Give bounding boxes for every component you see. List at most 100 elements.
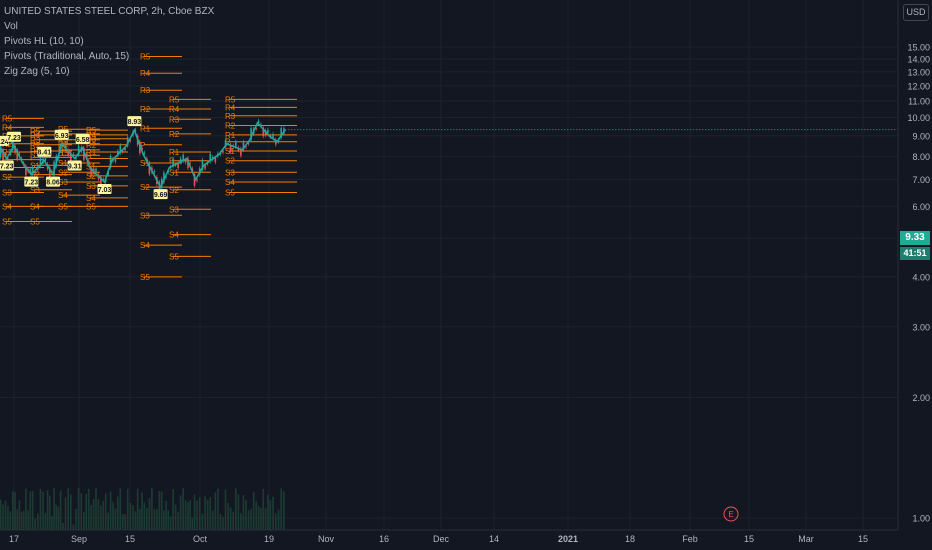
volume-bar: [124, 514, 126, 530]
indicator-zigzag[interactable]: Zig Zag (5, 10): [4, 66, 70, 77]
volume-bar: [90, 505, 92, 530]
indicator-vol[interactable]: Vol: [4, 21, 18, 32]
pivot-label: R4: [86, 131, 97, 140]
chart-grid: [0, 0, 898, 530]
volume-bars: [0, 488, 285, 530]
candle-body: [250, 128, 252, 140]
candle-body: [134, 130, 137, 131]
x-tick-label: Sep: [71, 534, 87, 544]
candle-body: [20, 158, 23, 160]
candle-body: [18, 154, 21, 155]
pivot-label: S4: [169, 231, 179, 240]
pivot-label: R3: [30, 136, 41, 145]
candle-body: [274, 139, 277, 145]
candle-body: [102, 179, 105, 180]
pivot-label: R4: [140, 69, 151, 78]
pivot-label: S3: [140, 211, 150, 220]
pivot-label: S4: [58, 191, 68, 200]
candle-body: [280, 128, 283, 138]
volume-bar: [75, 508, 77, 530]
volume-bar: [134, 511, 137, 530]
swing-label: 7.23: [25, 180, 39, 187]
candle-body: [260, 124, 262, 126]
volume-bar: [18, 500, 21, 530]
swing-label-box: [0, 160, 14, 171]
candle-body: [44, 158, 47, 161]
volume-bar: [11, 491, 14, 530]
y-tick-label: 15.00: [907, 43, 930, 53]
swing-label-box: [127, 116, 142, 127]
pivot-label: S5: [58, 202, 68, 211]
pivot-label: R5: [86, 126, 97, 135]
currency-button[interactable]: USD: [903, 4, 929, 21]
swing-label: 7.23: [0, 164, 14, 171]
y-tick-label: 3.00: [912, 322, 930, 332]
volume-bar: [219, 514, 222, 530]
pivot-label: P: [2, 156, 7, 165]
volume-bar: [191, 517, 194, 530]
indicator-pivots[interactable]: Pivots (Traditional, Auto, 15): [4, 51, 130, 62]
volume-bar: [214, 492, 217, 530]
swing-label: 6.93: [55, 133, 69, 140]
volume-bar: [72, 524, 75, 530]
volume-bar: [169, 516, 172, 530]
earnings-marker[interactable]: E: [723, 506, 739, 522]
volume-bar: [0, 499, 2, 530]
swing-label: 7.03: [98, 187, 112, 194]
pivot-label: R2: [169, 130, 180, 139]
volume-bar: [217, 488, 219, 530]
symbol-title[interactable]: UNITED STATES STEEL CORP, 2h, Cboe BZX: [4, 6, 215, 17]
candle-body: [148, 162, 151, 174]
swing-label-box: [67, 160, 82, 171]
candle-body: [245, 146, 247, 148]
volume-bar: [100, 505, 102, 530]
volume-bar: [234, 488, 237, 530]
pivot-label: S3: [225, 168, 235, 177]
time-axis[interactable]: 17 Sep 15 Oct 19 Nov 16 Dec 14 2021 18 Feb 15 Mar 15: [0, 529, 898, 544]
volume-bar: [143, 502, 146, 530]
candle-body: [227, 143, 229, 144]
indicator-pivots-hl[interactable]: Pivots HL (10, 10): [4, 36, 84, 47]
candle-body: [34, 171, 37, 174]
pivot-label: P: [140, 141, 145, 150]
volume-bar: [255, 501, 258, 530]
candle-body: [247, 143, 250, 144]
x-tick-label: Dec: [433, 534, 450, 544]
candle-body: [117, 151, 119, 156]
pivot-label: R1: [86, 148, 97, 157]
volume-bar: [206, 500, 209, 530]
y-tick-label: 10.00: [907, 113, 930, 123]
candle-body: [224, 140, 227, 148]
swing-label: 9.69: [154, 192, 168, 199]
earnings-icon[interactable]: [723, 506, 739, 522]
candle-body: [163, 172, 165, 183]
volume-bar: [109, 491, 112, 530]
candle-body: [179, 158, 182, 163]
volume-bar: [80, 493, 83, 530]
pivot-label: P: [225, 138, 230, 147]
pivot-label: S4: [30, 202, 40, 211]
volume-bar: [132, 504, 134, 530]
x-tick-label: Oct: [193, 534, 208, 544]
candle-body: [182, 154, 184, 162]
pivot-label: R3: [86, 135, 97, 144]
candle-body: [242, 141, 245, 150]
candle-body: [39, 158, 42, 167]
pivot-label: R3: [58, 136, 69, 145]
candle-body: [31, 167, 34, 175]
candle-body: [240, 148, 242, 156]
volume-bar: [247, 510, 250, 530]
volume-bar: [39, 488, 42, 530]
y-tick-label: 9.00: [912, 131, 930, 141]
volume-bar: [264, 507, 267, 530]
pivot-label: S5: [30, 218, 40, 227]
candle-body: [114, 158, 117, 162]
volume-bar: [267, 494, 269, 530]
candle-body: [72, 154, 75, 156]
x-tick-label: 18: [625, 534, 635, 544]
volume-bar: [27, 510, 29, 530]
y-tick-label: 11.00: [908, 96, 930, 106]
candle-body: [272, 134, 274, 138]
